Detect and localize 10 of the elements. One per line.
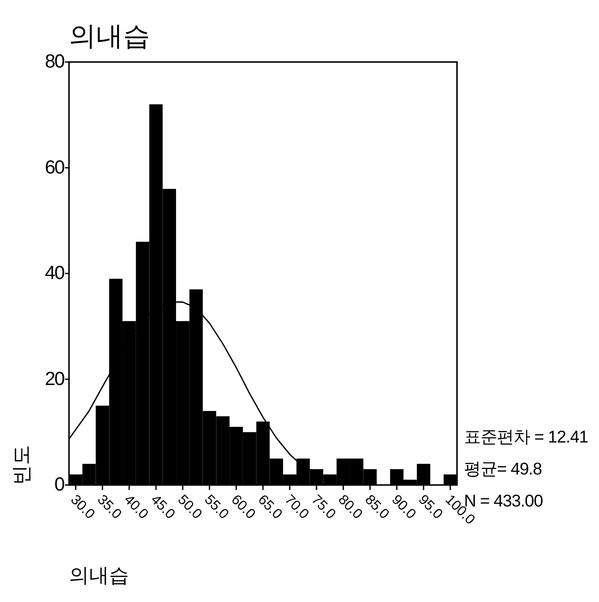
y-tick-label: 40 — [44, 263, 64, 284]
y-tick-label: 20 — [44, 368, 64, 390]
y-tick-label: 60 — [44, 157, 64, 178]
text: 평균= 49.8 — [464, 460, 542, 478]
y-tick-label: 0 — [54, 474, 64, 496]
chart-title: 의내습 — [69, 21, 150, 51]
x-axis-title: 의내습 — [69, 565, 129, 587]
text: 표준편차 = 12.41 — [464, 428, 588, 446]
y-tick-label: 80 — [44, 52, 64, 72]
y-axis-title: 빈도 — [11, 445, 33, 485]
